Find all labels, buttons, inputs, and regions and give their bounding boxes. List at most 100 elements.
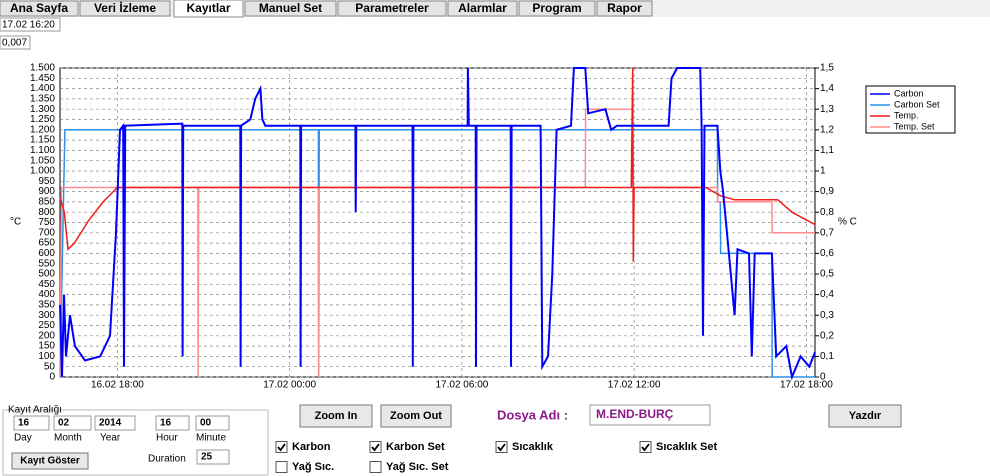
tab-label: Ana Sayfa xyxy=(10,1,68,15)
button-label: Zoom In xyxy=(315,410,358,422)
tab-label: Program xyxy=(532,1,581,15)
tab[interactable] xyxy=(518,0,596,17)
series-line xyxy=(59,67,816,381)
y-tick-label: 50 xyxy=(44,361,56,372)
tab[interactable] xyxy=(173,0,244,18)
legend-label: Temp. Set xyxy=(894,121,935,131)
y2-tick-label: 0,9 xyxy=(820,186,834,197)
y2-tick-label: 1,5 xyxy=(820,63,834,74)
y-tick-label: 650 xyxy=(38,238,55,249)
tab-label: Veri İzleme xyxy=(94,0,156,15)
tab[interactable] xyxy=(596,0,653,17)
input-field[interactable] xyxy=(53,415,92,431)
tab[interactable] xyxy=(244,0,337,17)
y2-tick-label: 0,4 xyxy=(820,289,834,300)
y2-tick-label: 1 xyxy=(820,166,826,177)
tab[interactable] xyxy=(337,0,447,17)
check-mark xyxy=(641,443,650,452)
tab-label: Manuel Set xyxy=(259,1,322,15)
checkbox-label: Karbon xyxy=(292,441,331,453)
input-caption: Hour xyxy=(156,433,178,444)
checkbox[interactable] xyxy=(639,441,652,453)
x-tick-label: 17.02 06:00 xyxy=(435,380,488,391)
y2-axis-label: % C xyxy=(838,217,857,228)
check-mark xyxy=(497,443,506,452)
y-tick-label: 1.050 xyxy=(30,155,55,166)
button[interactable] xyxy=(828,404,902,428)
y-tick-label: 750 xyxy=(38,217,55,228)
input-value: 00 xyxy=(200,418,212,429)
checkbox[interactable] xyxy=(369,441,382,453)
checkbox-label: Sıcaklık xyxy=(512,441,554,453)
tab-label: Parametreler xyxy=(355,1,429,15)
button[interactable] xyxy=(11,452,89,470)
y2-tick-label: 0,5 xyxy=(820,269,834,280)
y-tick-label: 1.100 xyxy=(30,145,55,156)
input-field[interactable] xyxy=(155,415,190,431)
y-tick-label: 150 xyxy=(38,341,55,352)
input-value: 02 xyxy=(58,418,70,429)
timestamp-box xyxy=(0,17,61,32)
input-caption: Minute xyxy=(196,433,226,444)
check-mark xyxy=(277,443,286,452)
button[interactable] xyxy=(380,404,452,428)
input-field[interactable] xyxy=(195,415,230,431)
checkbox[interactable] xyxy=(275,461,288,473)
y-tick-label: 450 xyxy=(38,279,55,290)
y-tick-label: 1.350 xyxy=(30,94,55,105)
y2-tick-label: 0 xyxy=(820,372,826,383)
button[interactable] xyxy=(299,404,373,428)
y-tick-label: 1.150 xyxy=(30,135,55,146)
y-tick-label: 900 xyxy=(38,186,55,197)
y2-tick-label: 0,7 xyxy=(820,227,834,238)
input-field[interactable] xyxy=(196,449,230,465)
y-tick-label: 300 xyxy=(38,310,55,321)
y2-tick-label: 1,2 xyxy=(820,124,834,135)
y-tick-label: 250 xyxy=(38,320,55,331)
y-tick-label: 700 xyxy=(38,227,55,238)
legend-label: Carbon Set xyxy=(894,99,940,109)
y-tick-label: 850 xyxy=(38,197,55,208)
checkbox[interactable] xyxy=(369,461,382,473)
tab[interactable] xyxy=(0,0,79,17)
checkbox[interactable] xyxy=(275,441,288,453)
input-field[interactable] xyxy=(589,404,711,426)
input-field[interactable] xyxy=(94,415,136,431)
tab[interactable] xyxy=(447,0,518,17)
input-field[interactable] xyxy=(13,415,50,431)
checkbox-label: Yağ Sıc. xyxy=(292,461,334,473)
input-value: 16 xyxy=(160,418,172,429)
y-tick-label: 1.200 xyxy=(30,124,55,135)
y2-tick-label: 0,8 xyxy=(820,207,834,218)
y-tick-label: 200 xyxy=(38,330,55,341)
tab-label: Alarmlar xyxy=(458,1,507,15)
y2-tick-label: 0,1 xyxy=(820,351,834,362)
range-group xyxy=(2,409,269,476)
button-label: Zoom Out xyxy=(390,410,442,422)
file-name: M.END-BURÇ xyxy=(596,407,674,421)
y2-tick-label: 0,2 xyxy=(820,330,834,341)
input-caption: Year xyxy=(100,433,121,444)
tab[interactable] xyxy=(79,0,171,17)
input-caption: Day xyxy=(14,433,32,444)
y-tick-label: 350 xyxy=(38,300,55,311)
y2-tick-label: 1,1 xyxy=(820,145,834,156)
y-tick-label: 600 xyxy=(38,248,55,259)
x-tick-label: 17.02 12:00 xyxy=(608,380,661,391)
y-tick-label: 100 xyxy=(38,351,55,362)
y-tick-label: 950 xyxy=(38,176,55,187)
input-value: 25 xyxy=(201,452,213,463)
y-tick-label: 500 xyxy=(38,269,55,280)
y-tick-label: 1.500 xyxy=(30,63,55,74)
group-title: Kayıt Aralığı xyxy=(8,405,62,416)
readout-box xyxy=(0,35,31,50)
x-tick-label: 17.02 18:00 xyxy=(780,380,833,391)
y-tick-label: 0 xyxy=(49,372,55,383)
checkbox[interactable] xyxy=(495,441,508,453)
y2-tick-label: 1,4 xyxy=(820,83,834,94)
button-label: Kayıt Göster xyxy=(20,456,80,467)
input-value: 2014 xyxy=(99,418,122,429)
timestamp: 17.02 16:20 xyxy=(2,20,55,31)
y-tick-label: 1.000 xyxy=(30,166,55,177)
tab-label: Kayıtlar xyxy=(186,1,230,15)
